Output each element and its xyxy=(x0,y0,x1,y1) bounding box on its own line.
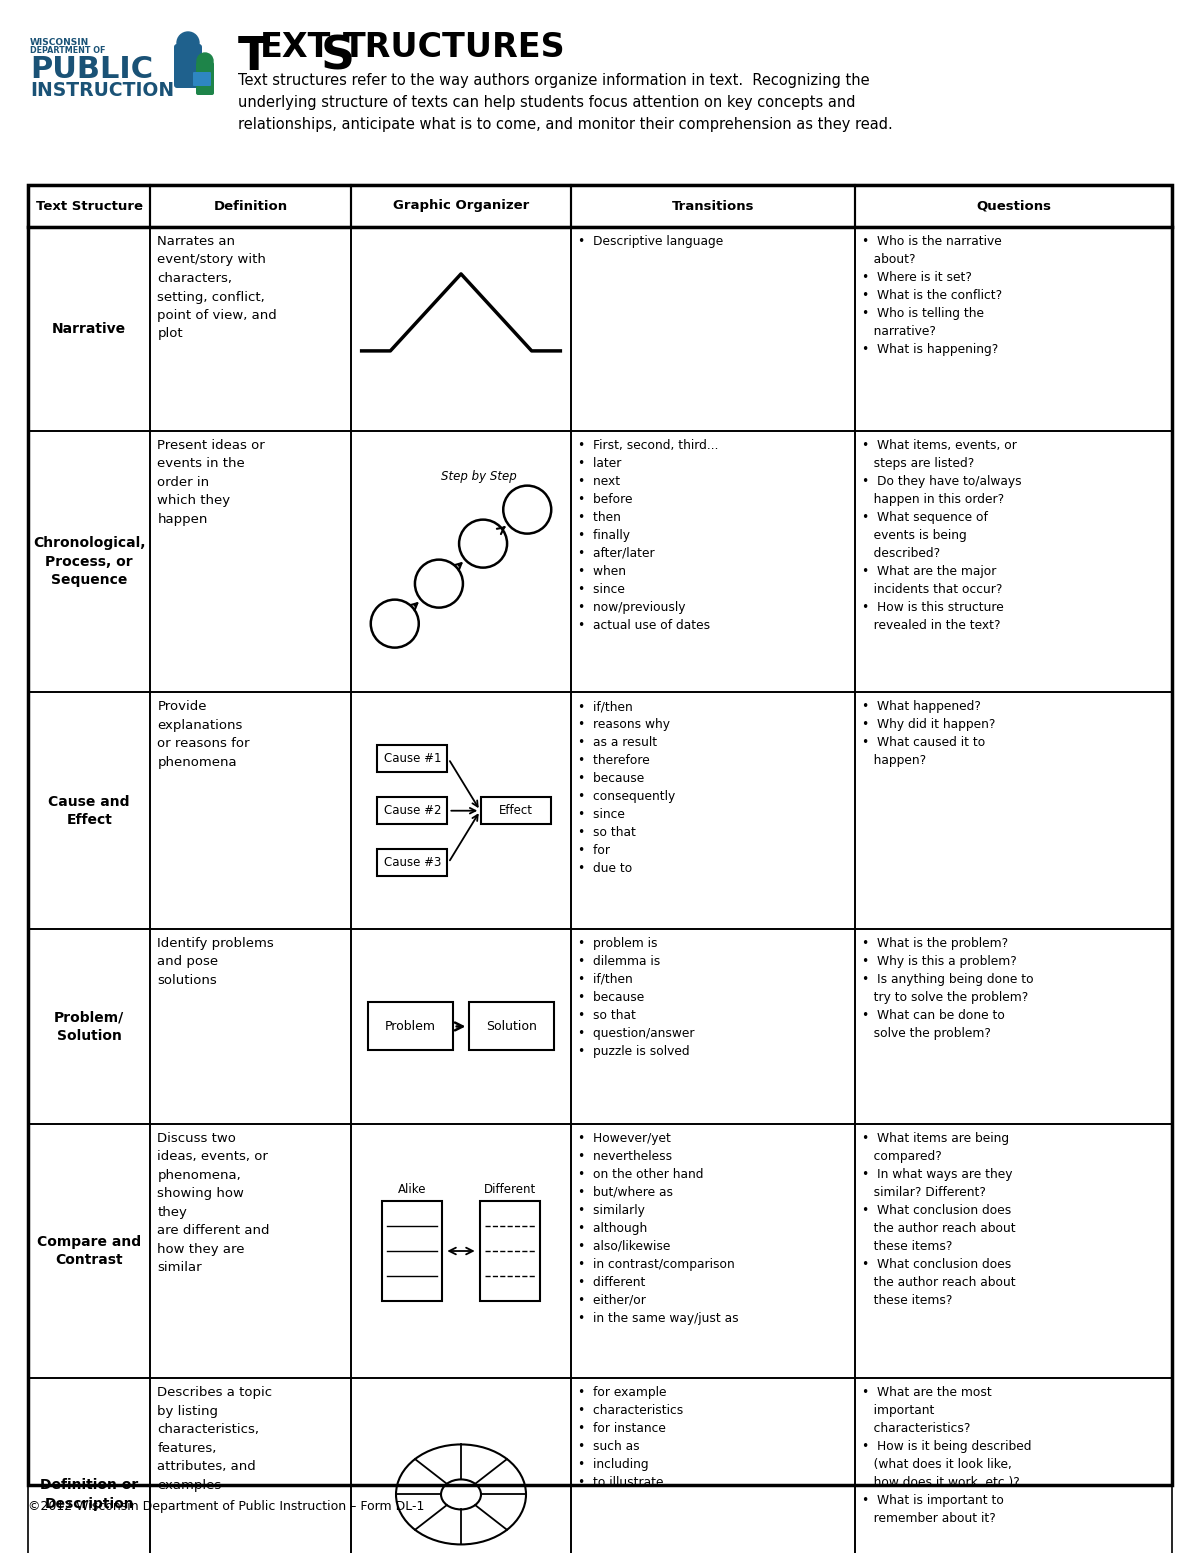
Bar xyxy=(350,1124,571,1378)
Text: •  if/then
•  reasons why
•  as a result
•  therefore
•  because
•  consequently: • if/then • reasons why • as a result • … xyxy=(578,700,676,876)
Text: Identify problems
and pose
solutions: Identify problems and pose solutions xyxy=(157,936,274,988)
Text: Effect: Effect xyxy=(499,804,533,817)
Bar xyxy=(150,227,350,430)
Text: Text structures refer to the way authors organize information in text.  Recogniz: Text structures refer to the way authors… xyxy=(238,73,893,132)
Bar xyxy=(378,745,448,772)
Text: Definition: Definition xyxy=(214,199,288,213)
Text: Narrates an
event/story with
characters,
setting, conflict,
point of view, and
p: Narrates an event/story with characters,… xyxy=(157,235,277,340)
Text: EXT: EXT xyxy=(260,31,331,64)
Text: •  Who is the narrative
   about?
•  Where is it set?
•  What is the conflict?
•: • Who is the narrative about? • Where is… xyxy=(862,235,1002,356)
Text: Chronological,
Process, or
Sequence: Chronological, Process, or Sequence xyxy=(32,536,145,587)
Bar xyxy=(28,929,150,1124)
Text: •  What is the problem?
•  Why is this a problem?
•  Is anything being done to
 : • What is the problem? • Why is this a p… xyxy=(862,936,1033,1041)
Bar xyxy=(350,1378,571,1553)
Text: Cause and
Effect: Cause and Effect xyxy=(48,795,130,826)
Text: Cause #1: Cause #1 xyxy=(384,752,442,766)
Text: •  What items are being
   compared?
•  In what ways are they
   similar? Differ: • What items are being compared? • In wh… xyxy=(862,1132,1015,1308)
Text: •  What are the most
   important
   characteristics?
•  How is it being describ: • What are the most important characteri… xyxy=(862,1387,1032,1525)
Text: Present ideas or
events in the
order in
which they
happen: Present ideas or events in the order in … xyxy=(157,439,265,526)
Bar xyxy=(856,1378,1172,1553)
Bar xyxy=(28,693,150,929)
Text: •  What items, events, or
   steps are listed?
•  Do they have to/always
   happ: • What items, events, or steps are liste… xyxy=(862,439,1021,632)
Text: WISCONSIN: WISCONSIN xyxy=(30,37,89,47)
Text: Cause #3: Cause #3 xyxy=(384,856,442,870)
Text: Alike: Alike xyxy=(398,1183,427,1196)
Circle shape xyxy=(178,33,199,54)
Text: Solution: Solution xyxy=(486,1020,538,1033)
Text: Discuss two
ideas, events, or
phenomena,
showing how
they
are different and
how : Discuss two ideas, events, or phenomena,… xyxy=(157,1132,270,1275)
Text: •  problem is
•  dilemma is
•  if/then
•  because
•  so that
•  question/answer
: • problem is • dilemma is • if/then • be… xyxy=(578,936,695,1058)
Bar xyxy=(856,430,1172,693)
Bar xyxy=(150,1378,350,1553)
Text: Narrative: Narrative xyxy=(52,321,126,335)
Text: Questions: Questions xyxy=(976,199,1051,213)
Bar xyxy=(383,1200,443,1301)
Bar xyxy=(350,185,571,227)
FancyBboxPatch shape xyxy=(193,71,211,85)
Bar xyxy=(150,693,350,929)
Bar xyxy=(571,1378,856,1553)
Text: •  for example
•  characteristics
•  for instance
•  such as
•  including
•  to : • for example • characteristics • for in… xyxy=(578,1387,684,1489)
Bar xyxy=(571,1124,856,1378)
Bar xyxy=(378,797,448,825)
Text: S: S xyxy=(322,36,355,81)
Bar xyxy=(856,227,1172,430)
Bar xyxy=(856,929,1172,1124)
Bar xyxy=(480,1200,540,1301)
FancyBboxPatch shape xyxy=(174,43,202,89)
Bar xyxy=(571,430,856,693)
Bar xyxy=(28,1378,150,1553)
Text: Problem/
Solution: Problem/ Solution xyxy=(54,1011,125,1042)
Bar xyxy=(150,185,350,227)
Bar xyxy=(350,227,571,430)
Bar xyxy=(856,185,1172,227)
Text: •  What happened?
•  Why did it happen?
•  What caused it to
   happen?: • What happened? • Why did it happen? • … xyxy=(862,700,996,767)
Text: Transitions: Transitions xyxy=(672,199,755,213)
Text: INSTRUCTION: INSTRUCTION xyxy=(30,81,174,99)
Bar xyxy=(856,693,1172,929)
Text: T: T xyxy=(238,36,270,81)
Text: •  However/yet
•  nevertheless
•  on the other hand
•  but/where as
•  similarly: • However/yet • nevertheless • on the ot… xyxy=(578,1132,739,1325)
Text: Text Structure: Text Structure xyxy=(36,199,143,213)
Bar xyxy=(350,693,571,929)
Circle shape xyxy=(197,53,214,68)
Bar xyxy=(350,929,571,1124)
Text: Step by Step: Step by Step xyxy=(442,469,517,483)
Text: TRUCTURES: TRUCTURES xyxy=(343,31,565,64)
Text: Problem: Problem xyxy=(385,1020,436,1033)
Bar xyxy=(469,1002,554,1050)
Text: DEPARTMENT OF: DEPARTMENT OF xyxy=(30,47,106,54)
Bar xyxy=(28,430,150,693)
Bar xyxy=(571,185,856,227)
Bar xyxy=(571,693,856,929)
Bar xyxy=(367,1002,452,1050)
Bar xyxy=(28,1124,150,1378)
Bar xyxy=(571,227,856,430)
Text: PUBLIC: PUBLIC xyxy=(30,54,154,84)
Text: Provide
explanations
or reasons for
phenomena: Provide explanations or reasons for phen… xyxy=(157,700,250,769)
Bar xyxy=(481,797,551,825)
Bar xyxy=(150,929,350,1124)
Bar xyxy=(571,929,856,1124)
Text: Graphic Organizer: Graphic Organizer xyxy=(392,199,529,213)
Bar xyxy=(856,1124,1172,1378)
Bar xyxy=(28,185,1172,1485)
Bar xyxy=(378,849,448,876)
Text: Different: Different xyxy=(484,1183,535,1196)
FancyBboxPatch shape xyxy=(196,62,214,95)
Text: Definition or
Description: Definition or Description xyxy=(40,1478,138,1511)
Bar xyxy=(350,430,571,693)
Bar xyxy=(150,430,350,693)
Bar xyxy=(150,1124,350,1378)
Text: Cause #2: Cause #2 xyxy=(384,804,442,817)
Text: Describes a topic
by listing
characteristics,
features,
attributes, and
examples: Describes a topic by listing characteris… xyxy=(157,1387,272,1491)
Bar xyxy=(28,185,150,227)
Text: ©2012 Wisconsin Department of Public Instruction – Form DL-1: ©2012 Wisconsin Department of Public Ins… xyxy=(28,1500,425,1513)
Bar xyxy=(28,227,150,430)
Text: •  First, second, third...
•  later
•  next
•  before
•  then
•  finally
•  afte: • First, second, third... • later • next… xyxy=(578,439,719,632)
Text: Compare and
Contrast: Compare and Contrast xyxy=(37,1235,142,1267)
Text: •  Descriptive language: • Descriptive language xyxy=(578,235,724,248)
